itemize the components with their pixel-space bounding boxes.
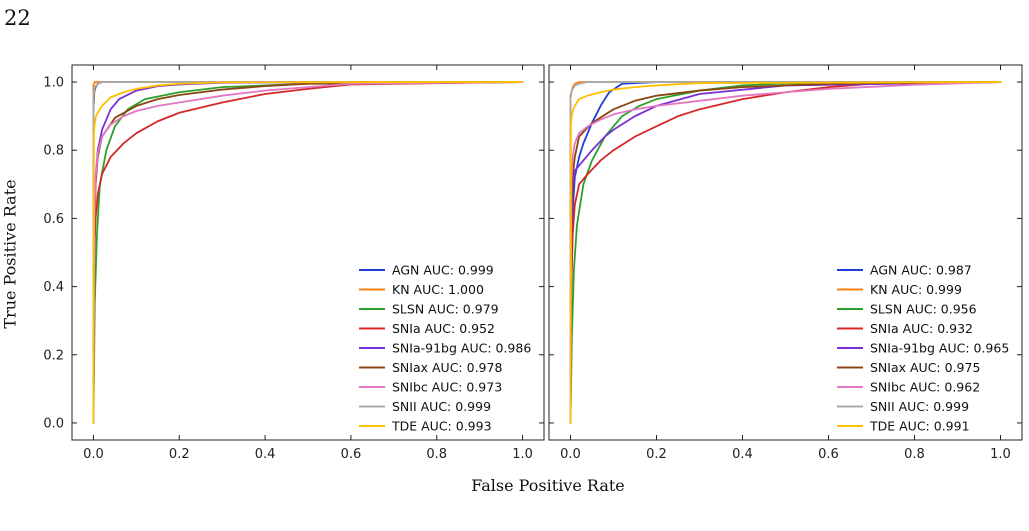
legend-entry: SNIbc AUC: 0.973 xyxy=(392,380,502,395)
legend-entry: SNIbc AUC: 0.962 xyxy=(870,380,980,395)
legend-entry: AGN AUC: 0.987 xyxy=(870,263,972,278)
x-tick-label: 0.4 xyxy=(255,447,276,462)
y-tick-label: 0.4 xyxy=(43,280,64,295)
roc-curve-series-8 xyxy=(569,81,1002,424)
y-tick-label: 0.0 xyxy=(43,416,64,431)
legend-entry: SNIax AUC: 0.975 xyxy=(870,360,980,375)
x-tick-label: 0.0 xyxy=(83,447,104,462)
axes-frame xyxy=(71,64,545,441)
curves xyxy=(92,81,524,424)
x-tick-label: 1.0 xyxy=(990,447,1011,462)
legend: AGN AUC: 0.999 KN AUC: 1.000 SLSN AUC: 0.9… xyxy=(359,263,531,434)
x-tick-label: 0.0 xyxy=(560,447,581,462)
legend-entry: TDE AUC: 0.991 xyxy=(869,419,970,434)
x-tick-label: 0.8 xyxy=(904,447,925,462)
legend-entry: SNIa AUC: 0.952 xyxy=(392,321,495,336)
curves xyxy=(569,81,1002,424)
x-tick-label: 0.2 xyxy=(646,447,667,462)
x-axis-label: False Positive Rate xyxy=(471,476,625,495)
x-tick-label: 0.4 xyxy=(732,447,753,462)
legend-entry: SNIa-91bg AUC: 0.965 xyxy=(870,341,1009,356)
legend-entry: KN AUC: 0.999 xyxy=(870,282,962,297)
roc-curve-series-9 xyxy=(569,81,1002,424)
roc-curve-series-9 xyxy=(92,81,524,424)
legend-entry: SNIa-91bg AUC: 0.986 xyxy=(392,341,531,356)
y-tick-label: 1.0 xyxy=(43,76,64,91)
y-tick-label: 0.8 xyxy=(43,144,64,159)
roc-curve-series-7 xyxy=(92,81,524,424)
legend-entry: SNIa AUC: 0.932 xyxy=(870,321,973,336)
roc-panel-1: 0.0 0.2 0.4 0.6 0.8 1.0 0.0 0.2 0.4 0.6 0.8 1.0 AGN … xyxy=(43,64,545,462)
roc-curve-series-6 xyxy=(569,81,1002,424)
roc-panel-2: 0.0 0.2 0.4 0.6 0.8 1.0 AGN AUC: 0.987 KN AUC: … xyxy=(548,64,1023,462)
legend-entry: SNII AUC: 0.999 xyxy=(392,399,491,414)
legend-entry: SLSN AUC: 0.979 xyxy=(392,302,499,317)
legend-entry: SNIax AUC: 0.978 xyxy=(392,360,502,375)
page-number: 22 xyxy=(4,6,31,30)
roc-curve-series-4 xyxy=(92,81,524,424)
x-tick-label: 0.8 xyxy=(426,447,447,462)
axes-frame xyxy=(548,64,1023,441)
y-tick-label: 0.2 xyxy=(43,348,64,363)
x-tick-label: 0.6 xyxy=(341,447,362,462)
roc-curve-series-7 xyxy=(569,81,1002,424)
roc-curve-series-3 xyxy=(569,81,1002,424)
x-tick-label: 0.2 xyxy=(169,447,190,462)
legend-entry: TDE AUC: 0.993 xyxy=(391,419,492,434)
y-tick-label: 0.6 xyxy=(43,212,64,227)
legend-entry: SNII AUC: 0.999 xyxy=(870,399,969,414)
legend-entry: SLSN AUC: 0.956 xyxy=(870,302,977,317)
legend-entry: AGN AUC: 0.999 xyxy=(392,263,494,278)
x-tick-label: 1.0 xyxy=(512,447,533,462)
legend-entry: KN AUC: 1.000 xyxy=(392,282,484,297)
x-tick-label: 0.6 xyxy=(818,447,839,462)
legend: AGN AUC: 0.987 KN AUC: 0.999 SLSN AUC: 0.9… xyxy=(837,263,1009,434)
